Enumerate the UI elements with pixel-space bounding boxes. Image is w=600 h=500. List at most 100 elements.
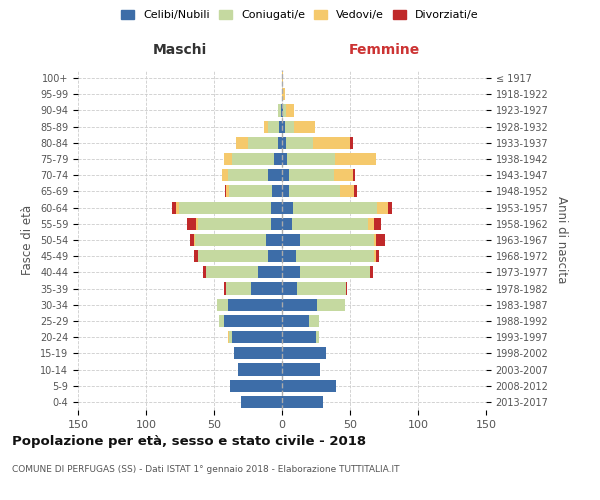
Bar bbox=[203, 266, 206, 278]
Text: Femmine: Femmine bbox=[349, 44, 419, 58]
Bar bbox=[236, 137, 248, 149]
Bar bbox=[289, 169, 334, 181]
Bar bbox=[265, 120, 268, 132]
Bar bbox=[376, 250, 379, 262]
Bar bbox=[172, 202, 176, 213]
Bar bbox=[224, 315, 282, 327]
Bar bbox=[279, 120, 282, 132]
Bar bbox=[226, 282, 251, 294]
Bar bbox=[232, 331, 282, 343]
Bar bbox=[282, 153, 287, 165]
Text: Maschi: Maschi bbox=[153, 44, 207, 58]
Bar bbox=[229, 331, 232, 343]
Text: Popolazione per età, sesso e stato civile - 2018: Popolazione per età, sesso e stato civil… bbox=[12, 435, 366, 448]
Bar bbox=[266, 234, 282, 246]
Bar bbox=[271, 202, 282, 213]
Bar bbox=[282, 250, 296, 262]
Bar bbox=[220, 315, 224, 327]
Bar bbox=[251, 282, 282, 294]
Bar bbox=[281, 104, 282, 117]
Bar bbox=[197, 218, 271, 230]
Bar bbox=[335, 153, 376, 165]
Bar bbox=[232, 153, 274, 165]
Bar bbox=[286, 104, 294, 117]
Bar bbox=[285, 120, 294, 132]
Bar bbox=[271, 218, 282, 230]
Text: COMUNE DI PERFUGAS (SS) - Dati ISTAT 1° gennaio 2018 - Elaborazione TUTTITALIA.I: COMUNE DI PERFUGAS (SS) - Dati ISTAT 1° … bbox=[12, 465, 400, 474]
Bar bbox=[299, 266, 370, 278]
Y-axis label: Anni di nascita: Anni di nascita bbox=[555, 196, 568, 284]
Bar bbox=[282, 315, 309, 327]
Bar bbox=[194, 250, 197, 262]
Bar bbox=[274, 153, 282, 165]
Bar bbox=[293, 202, 377, 213]
Bar bbox=[278, 104, 281, 117]
Bar bbox=[282, 104, 283, 117]
Bar bbox=[282, 282, 297, 294]
Bar bbox=[226, 186, 229, 198]
Bar bbox=[225, 186, 226, 198]
Bar bbox=[282, 88, 285, 101]
Bar bbox=[248, 137, 278, 149]
Bar bbox=[268, 250, 282, 262]
Bar bbox=[282, 266, 299, 278]
Bar bbox=[282, 186, 289, 198]
Bar bbox=[227, 169, 268, 181]
Bar bbox=[350, 137, 353, 149]
Bar bbox=[282, 120, 285, 132]
Bar bbox=[282, 364, 320, 376]
Bar bbox=[287, 153, 335, 165]
Y-axis label: Fasce di età: Fasce di età bbox=[22, 205, 34, 275]
Bar bbox=[257, 266, 282, 278]
Bar bbox=[268, 169, 282, 181]
Bar bbox=[268, 120, 279, 132]
Bar bbox=[289, 186, 340, 198]
Bar bbox=[217, 298, 227, 311]
Bar bbox=[282, 331, 316, 343]
Bar bbox=[309, 315, 319, 327]
Bar bbox=[316, 331, 319, 343]
Bar bbox=[222, 169, 227, 181]
Bar bbox=[179, 202, 271, 213]
Bar bbox=[282, 298, 317, 311]
Bar bbox=[206, 266, 257, 278]
Bar bbox=[388, 202, 392, 213]
Bar bbox=[286, 137, 313, 149]
Bar bbox=[227, 331, 229, 343]
Bar bbox=[294, 120, 314, 132]
Bar bbox=[197, 250, 268, 262]
Legend: Celibi/Nubili, Coniugati/e, Vedovi/e, Divorziati/e: Celibi/Nubili, Coniugati/e, Vedovi/e, Di… bbox=[117, 6, 483, 25]
Bar bbox=[368, 218, 374, 230]
Bar bbox=[283, 104, 286, 117]
Bar bbox=[282, 202, 293, 213]
Bar bbox=[224, 282, 226, 294]
Bar bbox=[334, 169, 353, 181]
Bar bbox=[282, 169, 289, 181]
Bar bbox=[176, 202, 179, 213]
Bar bbox=[282, 396, 323, 408]
Bar bbox=[370, 266, 373, 278]
Bar bbox=[297, 282, 346, 294]
Bar bbox=[227, 298, 282, 311]
Bar bbox=[187, 218, 196, 230]
Bar bbox=[340, 186, 354, 198]
Bar bbox=[299, 234, 374, 246]
Bar bbox=[224, 153, 232, 165]
Bar bbox=[353, 169, 355, 181]
Bar bbox=[313, 137, 350, 149]
Bar bbox=[229, 186, 272, 198]
Bar bbox=[317, 298, 344, 311]
Bar bbox=[374, 218, 381, 230]
Bar bbox=[196, 218, 197, 230]
Bar bbox=[241, 396, 282, 408]
Bar bbox=[235, 348, 282, 360]
Bar bbox=[230, 380, 282, 392]
Bar bbox=[282, 218, 292, 230]
Bar bbox=[377, 202, 388, 213]
Bar bbox=[238, 364, 282, 376]
Bar bbox=[282, 72, 283, 84]
Bar bbox=[374, 234, 376, 246]
Bar bbox=[282, 380, 337, 392]
Bar bbox=[346, 282, 347, 294]
Bar bbox=[282, 234, 299, 246]
